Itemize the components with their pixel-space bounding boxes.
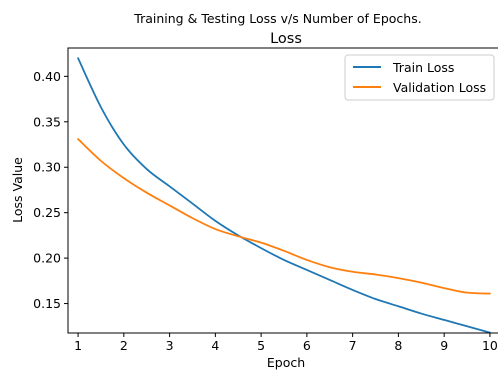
x-tick-label: 5: [257, 338, 265, 353]
y-tick-label: 0.15: [33, 296, 61, 311]
y-axis-label: Loss Value: [10, 157, 25, 223]
legend-label-validation-loss: Validation Loss: [393, 80, 486, 95]
series-line-train-loss: [77, 57, 491, 334]
x-tick-label: 1: [74, 338, 82, 353]
chart-suptitle: Training & Testing Loss v/s Number of Ep…: [133, 11, 421, 26]
axis-ticks: 1 2 3 4 5 6 7 8 9 10 0.15 0.20 0.25 0.30 0.35 0.40: [33, 69, 498, 353]
x-tick-label: 2: [120, 338, 128, 353]
x-axis-label: Epoch: [267, 355, 305, 370]
y-tick-label: 0.35: [33, 114, 61, 129]
series-lines: [77, 57, 491, 334]
y-tick-label: 0.40: [33, 69, 61, 84]
legend-frame: [344, 54, 495, 101]
x-tick-label: 9: [440, 338, 448, 353]
chart-legend: Train Loss Validation Loss: [344, 54, 495, 101]
x-tick-label: 3: [166, 338, 174, 353]
x-tick-label: 8: [394, 338, 402, 353]
chart-title: Loss: [270, 31, 302, 47]
x-tick-label: 6: [303, 338, 311, 353]
legend-label-train-loss: Train Loss: [392, 60, 454, 75]
x-tick-label: 7: [349, 338, 357, 353]
y-tick-label: 0.30: [33, 160, 61, 175]
x-tick-label: 10: [482, 338, 498, 353]
series-line-validation-loss: [77, 138, 491, 295]
y-tick-label: 0.25: [33, 205, 61, 220]
x-tick-label: 4: [211, 338, 219, 353]
y-tick-label: 0.20: [33, 251, 61, 266]
plot-area-frame: [67, 47, 498, 334]
